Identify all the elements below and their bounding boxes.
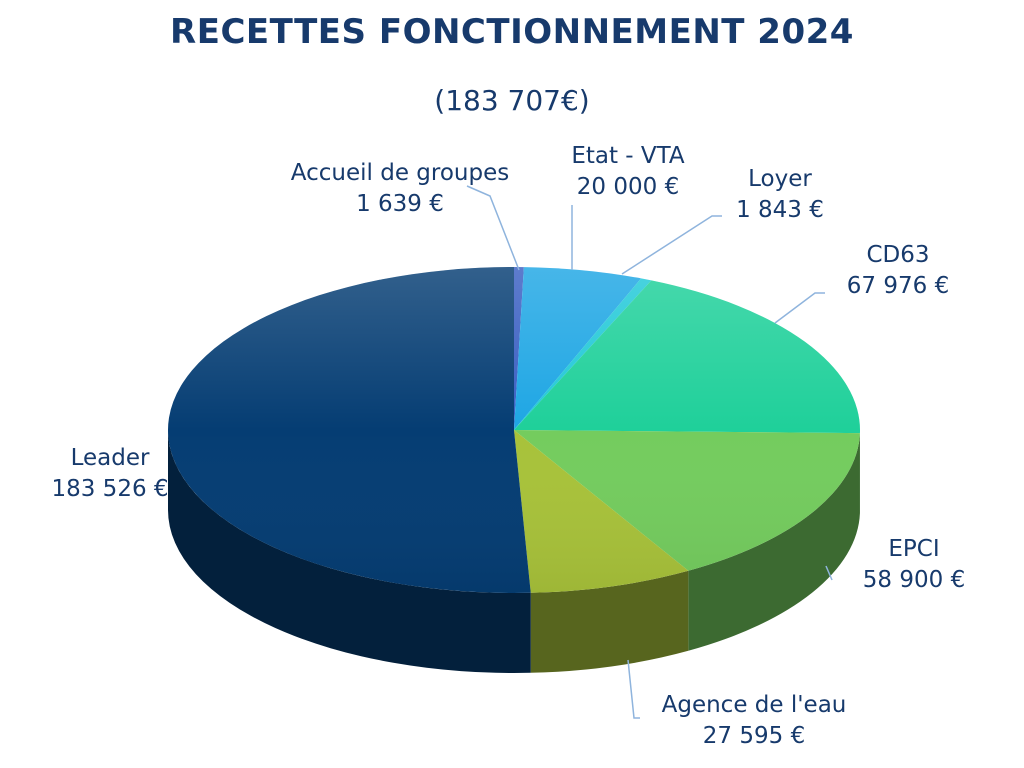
slice-value-cd63: 67 976 €: [847, 273, 949, 299]
slice-value-etat-vta: 20 000 €: [577, 174, 679, 200]
slice-value-leader: 183 526 €: [51, 476, 168, 502]
leader-line-agence-de-l-eau: [627, 659, 640, 719]
chart-title: RECETTES FONCTIONNEMENT 2024: [170, 12, 854, 52]
pie-top-highlight: [168, 267, 860, 593]
slice-label-accueil-de-groupes: Accueil de groupes: [291, 160, 509, 186]
leader-lines: [466, 185, 833, 719]
slice-side-epci: [688, 433, 860, 651]
chart-subtitle: (183 707€): [434, 84, 590, 117]
leader-line-loyer: [621, 215, 722, 275]
pie-sides: [168, 430, 860, 673]
slice-side-agence-de-l-eau: [530, 570, 689, 673]
slice-label-leader: Leader: [71, 445, 150, 471]
slice-value-epci: 58 900 €: [863, 567, 965, 593]
slice-label-loyer: Loyer: [748, 166, 812, 192]
slice-value-loyer: 1 843 €: [736, 197, 824, 223]
slice-labels: Accueil de groupes 1 639 € Etat - VTA 20 00…: [51, 143, 965, 749]
pie-slices: [167, 266, 860, 593]
leader-line-accueil-de-groupes: [466, 185, 520, 271]
slice-label-cd63: CD63: [866, 242, 929, 268]
slice-value-accueil-de-groupes: 1 639 €: [356, 191, 444, 217]
slice-value-agence-de-l-eau: 27 595 €: [703, 723, 805, 749]
slice-label-agence-de-l-eau: Agence de l'eau: [662, 692, 847, 718]
leader-line-cd63: [774, 292, 825, 324]
slice-side-leader: [168, 430, 531, 673]
slice-label-etat-vta: Etat - VTA: [571, 143, 685, 169]
leader-line-epci: [825, 565, 833, 581]
slice-label-epci: EPCI: [888, 536, 939, 562]
